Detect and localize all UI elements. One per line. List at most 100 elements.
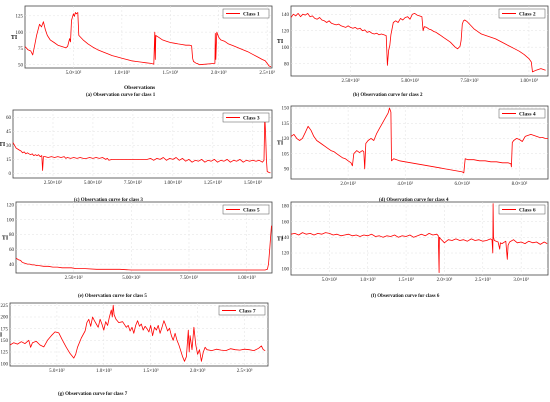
x-tick-label: 7.50×10² (460, 78, 479, 84)
y-axis-label: TI (277, 39, 284, 45)
chart-panel-class-2: 80 100 120 140 2.50×10² 5.00×10² 7.50×10² 1.00×… (275, 0, 550, 98)
y-axis-label: TI (0, 333, 3, 339)
y-axis-label: TI (0, 142, 6, 148)
x-tick-label: 3.0×10³ (513, 277, 529, 283)
x-tick-label: 1.0×10³ (114, 70, 130, 76)
y-tick-label: 160 (282, 220, 290, 225)
legend-label: Class 1 (243, 12, 260, 18)
chart-svg-class-7: 100 125 150 175 200 225 5.0×10² 1.0×10³ 1.5×10³ 2… (0, 302, 269, 374)
series-line (9, 304, 266, 362)
x-tick-label: 1.5×10³ (163, 70, 179, 76)
y-tick-label: 60 (9, 248, 15, 253)
x-tick-label: 5.0×10² (66, 70, 82, 76)
chart-panel-class-3: 0 15 30 45 60 2.50×10² 5.00×10² 7.50×10² 1.00×10… (0, 104, 275, 203)
chart-panel-class-4: 90 105 120 135 150 2.0×10² 4.0×10² 6.0×10² 8.0×1… (275, 104, 550, 203)
x-tick-label: 1.5×10³ (398, 277, 414, 283)
y-tick-label: 100 (16, 31, 24, 36)
series-line (12, 115, 271, 173)
x-tick-label: 5.0×10² (49, 368, 65, 374)
legend-label: Class 5 (243, 208, 260, 214)
y-tick-label: 120 (7, 204, 15, 209)
legend-box (222, 204, 270, 215)
chart-caption: (f) Observation curve for class 6 (371, 294, 440, 299)
x-tick-label: 2.0×10³ (190, 368, 206, 374)
x-tick-label: 1.50×10³ (244, 180, 263, 186)
y-tick-label: 60 (6, 116, 12, 121)
chart-caption: (g) Observation curve for class 7 (58, 392, 128, 397)
y-tick-label: 120 (282, 137, 290, 142)
legend-box (498, 108, 546, 119)
chart-caption: (b) Observation curve for class 2 (353, 93, 423, 98)
x-tick-label: 4.0×10² (397, 181, 413, 187)
y-tick-label: 80 (284, 62, 290, 67)
x-tick-label: 5.00×10² (84, 180, 103, 186)
legend-box (222, 112, 270, 123)
y-tick-label: 140 (282, 236, 290, 241)
x-tick-label: 2.50×10² (65, 275, 84, 281)
x-tick-label: 1.00×10³ (520, 78, 539, 84)
y-tick-label: 100 (282, 46, 290, 51)
legend-label: Class 2 (519, 12, 536, 18)
chart-svg-class-3: 0 15 30 45 60 2.50×10² 5.00×10² 7.50×10² 1.00×10… (0, 109, 273, 186)
chart-caption: (e) Observation curve for class 5 (78, 294, 147, 299)
x-tick-label: 1.5×10³ (143, 368, 159, 374)
y-tick-label: 175 (1, 327, 9, 332)
y-tick-label: 80 (9, 233, 15, 238)
y-axis-label: TI (277, 141, 284, 147)
chart-caption: (d) Observation curve for class 4 (379, 198, 449, 203)
y-tick-label: 75 (18, 47, 24, 52)
x-tick-label: 2.0×10³ (437, 277, 453, 283)
chart-svg-class-4: 90 105 120 135 150 2.0×10² 4.0×10² 6.0×10² 8.0×1… (277, 105, 549, 187)
legend-label: Class 7 (239, 309, 256, 315)
y-tick-label: 15 (6, 158, 12, 163)
x-tick-label: 1.0×10³ (96, 368, 112, 374)
chart-panel-class-6: 100 120 140 160 180 5.0×10² 1.0×10³ 1.5×10³ 2.0×… (275, 200, 550, 299)
chart-caption: (c) Observation curve for class 3 (74, 198, 143, 203)
y-tick-label: 90 (284, 168, 290, 173)
y-tick-label: 50 (18, 63, 24, 68)
x-tick-label: 7.50×10² (124, 180, 143, 186)
y-tick-label: 45 (6, 130, 12, 135)
y-tick-label: 120 (282, 252, 290, 257)
y-axis-label: TI (277, 237, 284, 243)
legend-label: Class 6 (519, 208, 536, 214)
x-tick-label: 1.25×10³ (204, 180, 223, 186)
y-tick-label: 140 (282, 13, 290, 18)
chart-svg-class-6: 100 120 140 160 180 5.0×10² 1.0×10³ 1.5×10³ 2.0×… (277, 201, 549, 283)
legend-box (498, 204, 546, 215)
x-tick-label: 2.5×10³ (475, 277, 491, 283)
x-tick-label: 1.00×10³ (238, 275, 257, 281)
chart-svg-class-1: 50 75 100 125 5.0×10² 1.0×10³ 1.5×10³ 2.0×10³ 2.… (11, 5, 275, 76)
x-tick-label: 6.0×10² (455, 181, 471, 187)
y-tick-label: 150 (1, 339, 9, 344)
y-tick-label: 40 (9, 263, 15, 268)
x-tick-label: 8.0×10² (512, 181, 528, 187)
series-line (290, 107, 548, 174)
x-tick-label: 1.00×10³ (164, 180, 183, 186)
y-tick-label: 125 (1, 351, 9, 356)
x-tick-label: 2.50×10² (44, 180, 63, 186)
chart-svg-class-5: 40 60 80 100 120 2.50×10² 5.00×10² 7.50×10² 1.00… (2, 201, 273, 281)
y-tick-label: 150 (282, 107, 290, 112)
y-tick-label: 105 (282, 152, 290, 157)
series-line (24, 12, 272, 68)
x-tick-label: 5.00×10² (122, 275, 141, 281)
y-tick-label: 135 (282, 122, 290, 127)
x-tick-label: 5.0×10² (322, 277, 338, 283)
legend-label: Class 4 (519, 112, 536, 118)
y-tick-label: 120 (282, 29, 290, 34)
y-tick-label: 100 (1, 362, 9, 367)
y-tick-label: 30 (6, 144, 12, 149)
chart-caption: (a) Observation curve for class 1 (86, 93, 156, 98)
x-tick-label: 2.0×10² (340, 181, 356, 187)
y-tick-label: 200 (1, 316, 9, 321)
y-tick-label: 125 (16, 14, 24, 19)
series-line (290, 13, 546, 73)
y-tick-label: 100 (282, 267, 290, 272)
chart-panel-class-1: 50 75 100 125 5.0×10² 1.0×10³ 1.5×10³ 2.0×10³ 2.… (0, 0, 275, 98)
y-axis-label: TI (2, 236, 9, 242)
chart-panel-class-7: 100 125 150 175 200 225 5.0×10² 1.0×10³ 1.5×10³ 2… (0, 296, 275, 397)
x-tick-label: 2.5×10³ (259, 70, 275, 76)
y-axis-label: TI (11, 35, 18, 41)
x-tick-label: 2.0×10³ (211, 70, 227, 76)
